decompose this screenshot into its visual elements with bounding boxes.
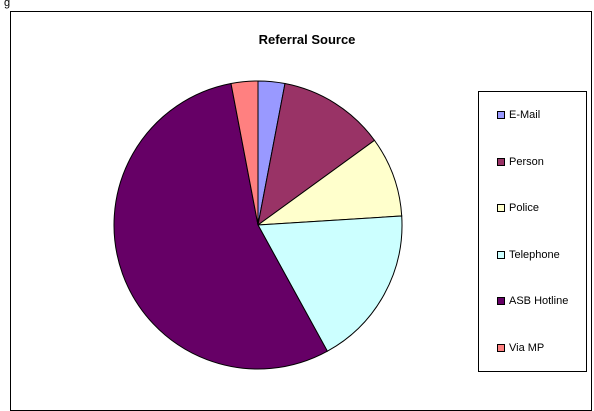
- pie-slice-via-mp: [230, 80, 259, 226]
- legend-swatch-e-mail: [497, 111, 505, 119]
- legend-label-telephone: Telephone: [509, 248, 560, 261]
- pie-slice-asb-hotline: [113, 82, 329, 370]
- legend-item-e-mail: E-Mail: [497, 108, 540, 122]
- legend-item-via-mp: Via MP: [497, 341, 544, 355]
- caption-fragment: g: [4, 0, 11, 9]
- legend-item-telephone: Telephone: [497, 248, 560, 262]
- legend-swatch-asb-hotline: [497, 297, 505, 305]
- legend-label-e-mail: E-Mail: [509, 109, 541, 121]
- legend-swatch-via-mp: [497, 343, 505, 352]
- legend: E-Mail Person Police Telephone ASB Hotline Vi…: [478, 91, 587, 372]
- legend-label-person: Person: [509, 155, 544, 168]
- pie-slice-person: [257, 82, 376, 227]
- legend-swatch-police: [497, 204, 505, 212]
- legend-label-via-mp: Via MP: [509, 341, 545, 354]
- legend-swatch-person: [497, 157, 505, 166]
- pie-slice-police: [256, 139, 403, 226]
- legend-item-police: Police: [497, 201, 539, 215]
- legend-swatch-telephone: [497, 250, 505, 259]
- chart-title: Referral Source: [258, 32, 356, 47]
- pie-slice-telephone: [257, 215, 403, 352]
- legend-label-police: Police: [509, 202, 539, 214]
- legend-item-person: Person: [497, 155, 544, 169]
- chart-area: Referral Source E-Mail Person Police Teleph…: [10, 11, 592, 411]
- legend-label-asb-hotline: ASB Hotline: [509, 295, 569, 307]
- pie-chart: [113, 80, 403, 370]
- legend-item-asb-hotline: ASB Hotline: [497, 294, 568, 308]
